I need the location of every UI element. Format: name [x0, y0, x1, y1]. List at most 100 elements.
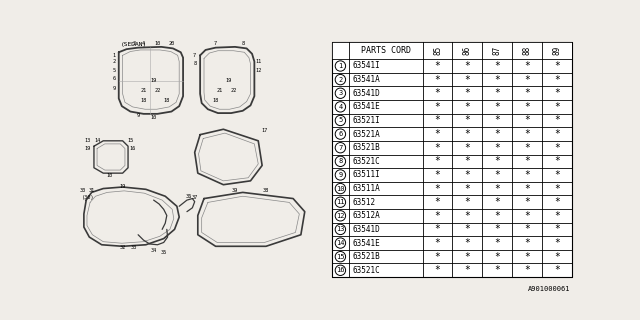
- Text: *: *: [554, 252, 560, 262]
- Text: *: *: [524, 184, 530, 194]
- Text: 9: 9: [339, 172, 342, 178]
- Text: 63521I: 63521I: [352, 116, 380, 125]
- Text: *: *: [554, 238, 560, 248]
- Text: 6: 6: [113, 76, 116, 81]
- Text: 10: 10: [154, 41, 161, 45]
- Text: PARTS CORD: PARTS CORD: [361, 46, 411, 55]
- Text: 63512A: 63512A: [352, 211, 380, 220]
- Text: *: *: [524, 102, 530, 112]
- Text: *: *: [524, 61, 530, 71]
- Text: *: *: [524, 88, 530, 98]
- Text: 37: 37: [191, 195, 198, 200]
- Text: A901000061: A901000061: [528, 286, 571, 292]
- Text: *: *: [495, 184, 500, 194]
- Text: 21: 21: [216, 88, 223, 93]
- Text: *: *: [495, 75, 500, 84]
- Text: *: *: [554, 156, 560, 166]
- Text: *: *: [435, 156, 440, 166]
- Text: 63521A: 63521A: [352, 130, 380, 139]
- Circle shape: [335, 156, 346, 166]
- Text: *: *: [435, 129, 440, 139]
- Text: 13: 13: [336, 227, 345, 232]
- Text: *: *: [465, 88, 470, 98]
- Text: *: *: [495, 116, 500, 125]
- Text: 30: 30: [79, 188, 86, 193]
- Text: *: *: [465, 143, 470, 153]
- Text: 18: 18: [164, 98, 170, 102]
- Text: 35: 35: [161, 250, 167, 255]
- Text: 32: 32: [120, 245, 125, 250]
- Text: *: *: [465, 265, 470, 275]
- Text: 63511I: 63511I: [352, 171, 380, 180]
- Text: *: *: [554, 129, 560, 139]
- Text: *: *: [495, 156, 500, 166]
- Bar: [332, 42, 572, 277]
- Text: 7: 7: [193, 53, 196, 58]
- Text: *: *: [435, 170, 440, 180]
- Text: *: *: [435, 88, 440, 98]
- Text: *: *: [465, 116, 470, 125]
- Text: *: *: [554, 102, 560, 112]
- Circle shape: [335, 102, 346, 112]
- Circle shape: [335, 75, 346, 85]
- Circle shape: [335, 224, 346, 235]
- Text: *: *: [524, 238, 530, 248]
- Text: *: *: [554, 61, 560, 71]
- Text: *: *: [465, 197, 470, 207]
- Text: 33: 33: [131, 245, 138, 250]
- Text: 19: 19: [150, 78, 157, 83]
- Text: 10: 10: [106, 173, 113, 178]
- Text: *: *: [435, 252, 440, 262]
- Text: 16: 16: [336, 267, 345, 273]
- Text: 36: 36: [186, 194, 191, 199]
- Text: *: *: [495, 224, 500, 235]
- Circle shape: [335, 252, 346, 262]
- Text: *: *: [465, 211, 470, 221]
- Text: 10: 10: [336, 186, 345, 192]
- Text: *: *: [465, 129, 470, 139]
- Text: *: *: [435, 197, 440, 207]
- Text: 12: 12: [255, 68, 261, 73]
- Text: 85: 85: [433, 46, 442, 55]
- Circle shape: [335, 142, 346, 153]
- Text: *: *: [495, 211, 500, 221]
- Text: 63541D: 63541D: [352, 225, 380, 234]
- Text: *: *: [495, 238, 500, 248]
- Text: 63541E: 63541E: [352, 102, 380, 111]
- Text: *: *: [465, 252, 470, 262]
- Text: 5: 5: [113, 68, 116, 73]
- Text: 87: 87: [493, 46, 502, 55]
- Text: 2: 2: [113, 59, 116, 64]
- Text: 16: 16: [129, 146, 136, 151]
- Text: 14: 14: [336, 240, 345, 246]
- Circle shape: [335, 265, 346, 276]
- Text: 17: 17: [261, 128, 268, 133]
- Text: *: *: [554, 197, 560, 207]
- Text: *: *: [435, 143, 440, 153]
- Text: 21: 21: [140, 88, 147, 93]
- Text: 63512: 63512: [352, 198, 375, 207]
- Text: 63541I: 63541I: [352, 61, 380, 70]
- Text: 63511A: 63511A: [352, 184, 380, 193]
- Text: 86: 86: [463, 46, 472, 55]
- Text: 18: 18: [212, 98, 219, 102]
- Text: (30): (30): [83, 195, 95, 200]
- Circle shape: [335, 183, 346, 194]
- Circle shape: [335, 197, 346, 207]
- Text: *: *: [524, 170, 530, 180]
- Text: 13: 13: [84, 138, 91, 142]
- Text: *: *: [524, 252, 530, 262]
- Text: 8: 8: [241, 41, 244, 45]
- Text: 9: 9: [113, 86, 116, 91]
- Text: 4: 4: [142, 41, 145, 45]
- Text: *: *: [554, 116, 560, 125]
- Text: 22: 22: [154, 88, 161, 93]
- Text: *: *: [435, 265, 440, 275]
- Text: *: *: [524, 197, 530, 207]
- Text: 10: 10: [150, 115, 157, 120]
- Text: 15: 15: [336, 254, 345, 260]
- Text: 6: 6: [339, 131, 342, 137]
- Text: 38: 38: [263, 188, 269, 193]
- Text: 63541E: 63541E: [352, 238, 380, 248]
- Text: 15: 15: [127, 138, 134, 143]
